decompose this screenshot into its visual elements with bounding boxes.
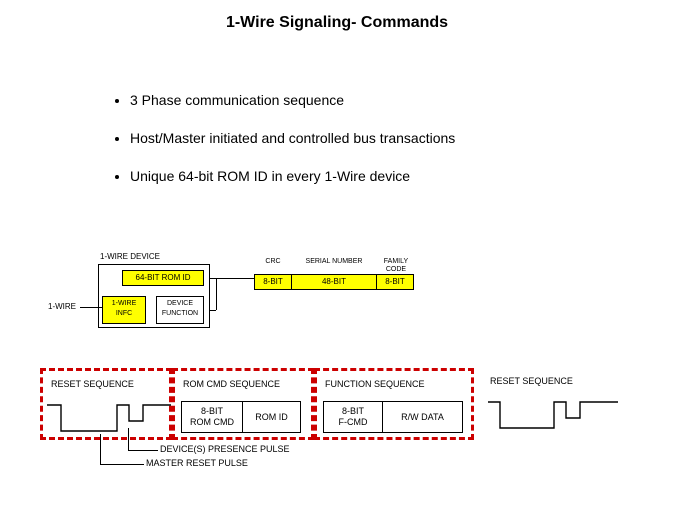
reset-sequence-2: RESET SEQUENCE — [484, 368, 624, 440]
function-sequence-box: FUNCTION SEQUENCE 8-BITF-CMD R/W DATA — [314, 368, 474, 440]
seq-cell: 8-BITROM CMD — [181, 401, 243, 433]
seq-title: ROM CMD SEQUENCE — [183, 379, 280, 389]
rom-cmd-sequence-box: ROM CMD SEQUENCE 8-BITROM CMD ROM ID — [172, 368, 314, 440]
device-label: 1-WIRE DEVICE — [100, 252, 160, 261]
rom-hdr: CRC — [254, 258, 292, 274]
connector-line — [210, 310, 216, 311]
presence-pulse-note: DEVICE(S) PRESENCE PULSE — [160, 444, 290, 454]
rom-cell: 8-BIT — [254, 274, 292, 290]
connector-line — [216, 278, 217, 310]
rom-id-block: 64-BIT ROM ID — [122, 270, 204, 286]
leader-line — [128, 428, 129, 450]
wire-line — [80, 307, 102, 308]
bullet-item: Unique 64-bit ROM ID in every 1-Wire dev… — [130, 168, 674, 184]
reset-pulse-icon — [47, 401, 171, 437]
device-diagram: 1-WIRE DEVICE 64-BIT ROM ID 1-WIREINFC D… — [40, 252, 440, 342]
seq-cell: ROM ID — [243, 401, 301, 433]
bullet-list: 3 Phase communication sequence Host/Mast… — [90, 92, 674, 184]
rom-breakdown: CRC SERIAL NUMBER FAMILYCODE 8-BIT 48-BI… — [254, 258, 416, 290]
bullet-item: 3 Phase communication sequence — [130, 92, 674, 108]
rom-hdr: SERIAL NUMBER — [292, 258, 376, 274]
rom-cell: 48-BIT — [292, 274, 376, 290]
reset-pulse-icon — [488, 398, 618, 434]
leader-line — [100, 434, 101, 464]
sequence-diagram: RESET SEQUENCE ROM CMD SEQUENCE 8-BITROM… — [40, 368, 650, 478]
seq-cell: R/W DATA — [383, 401, 463, 433]
seq-cell: 8-BITF-CMD — [323, 401, 383, 433]
wire-label: 1-WIRE — [48, 302, 76, 311]
func-block: DEVICEFUNCTION — [156, 296, 204, 324]
bullet-item: Host/Master initiated and controlled bus… — [130, 130, 674, 146]
infc-block: 1-WIREINFC — [102, 296, 146, 324]
leader-line — [100, 464, 144, 465]
rom-cell: 8-BIT — [376, 274, 414, 290]
reset-sequence-box: RESET SEQUENCE — [40, 368, 172, 440]
leader-line — [128, 450, 158, 451]
seq-title: RESET SEQUENCE — [490, 376, 573, 386]
master-reset-note: MASTER RESET PULSE — [146, 458, 248, 468]
page-title: 1-Wire Signaling- Commands — [0, 0, 674, 32]
rom-hdr: FAMILYCODE — [376, 258, 416, 274]
seq-title: FUNCTION SEQUENCE — [325, 379, 425, 389]
seq-title: RESET SEQUENCE — [51, 379, 134, 389]
